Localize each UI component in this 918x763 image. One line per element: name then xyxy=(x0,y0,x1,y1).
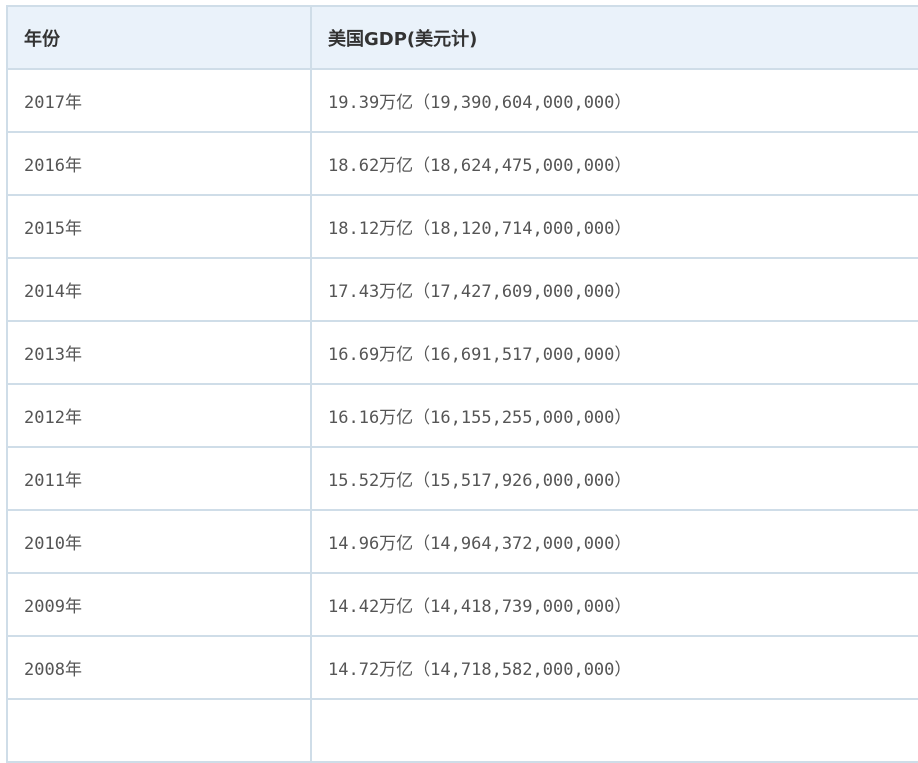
cell-gdp: 14.72万亿（14,718,582,000,000） xyxy=(310,635,918,700)
cell-year: 2008年 xyxy=(6,635,312,700)
table-row: 2010年 14.96万亿（14,964,372,000,000） xyxy=(6,509,918,574)
table-row: 2015年 18.12万亿（18,120,714,000,000） xyxy=(6,194,918,259)
cell-year xyxy=(6,698,312,763)
cell-gdp: 14.96万亿（14,964,372,000,000） xyxy=(310,509,918,574)
table-row: 2011年 15.52万亿（15,517,926,000,000） xyxy=(6,446,918,511)
cell-year: 2010年 xyxy=(6,509,312,574)
table-row: 2012年 16.16万亿（16,155,255,000,000） xyxy=(6,383,918,448)
table-row: 2009年 14.42万亿（14,418,739,000,000） xyxy=(6,572,918,637)
cell-gdp: 16.16万亿（16,155,255,000,000） xyxy=(310,383,918,448)
cell-gdp: 15.52万亿（15,517,926,000,000） xyxy=(310,446,918,511)
cell-gdp: 19.39万亿（19,390,604,000,000） xyxy=(310,68,918,133)
cell-year: 2016年 xyxy=(6,131,312,196)
cell-year: 2012年 xyxy=(6,383,312,448)
table-body: 2017年 19.39万亿（19,390,604,000,000） 2016年 18.… xyxy=(6,68,918,763)
cell-gdp xyxy=(310,698,918,763)
table-row: 2013年 16.69万亿（16,691,517,000,000） xyxy=(6,320,918,385)
table-row: 2014年 17.43万亿（17,427,609,000,000） xyxy=(6,257,918,322)
cell-gdp: 18.62万亿（18,624,475,000,000） xyxy=(310,131,918,196)
cell-gdp: 17.43万亿（17,427,609,000,000） xyxy=(310,257,918,322)
cell-gdp: 14.42万亿（14,418,739,000,000） xyxy=(310,572,918,637)
cell-year: 2017年 xyxy=(6,68,312,133)
header-year: 年份 xyxy=(6,5,312,70)
cell-year: 2013年 xyxy=(6,320,312,385)
cell-gdp: 18.12万亿（18,120,714,000,000） xyxy=(310,194,918,259)
cell-year: 2014年 xyxy=(6,257,312,322)
cell-year: 2015年 xyxy=(6,194,312,259)
header-gdp: 美国GDP(美元计) xyxy=(310,5,918,70)
cell-year: 2011年 xyxy=(6,446,312,511)
cell-year: 2009年 xyxy=(6,572,312,637)
gdp-table: 年份 美国GDP(美元计) 2017年 19.39万亿（19,390,604,00… xyxy=(6,5,918,763)
table-row-partial xyxy=(6,698,918,763)
cell-gdp: 16.69万亿（16,691,517,000,000） xyxy=(310,320,918,385)
table-row: 2016年 18.62万亿（18,624,475,000,000） xyxy=(6,131,918,196)
table-row: 2017年 19.39万亿（19,390,604,000,000） xyxy=(6,68,918,133)
table-row: 2008年 14.72万亿（14,718,582,000,000） xyxy=(6,635,918,700)
table-header-row: 年份 美国GDP(美元计) xyxy=(6,5,918,70)
